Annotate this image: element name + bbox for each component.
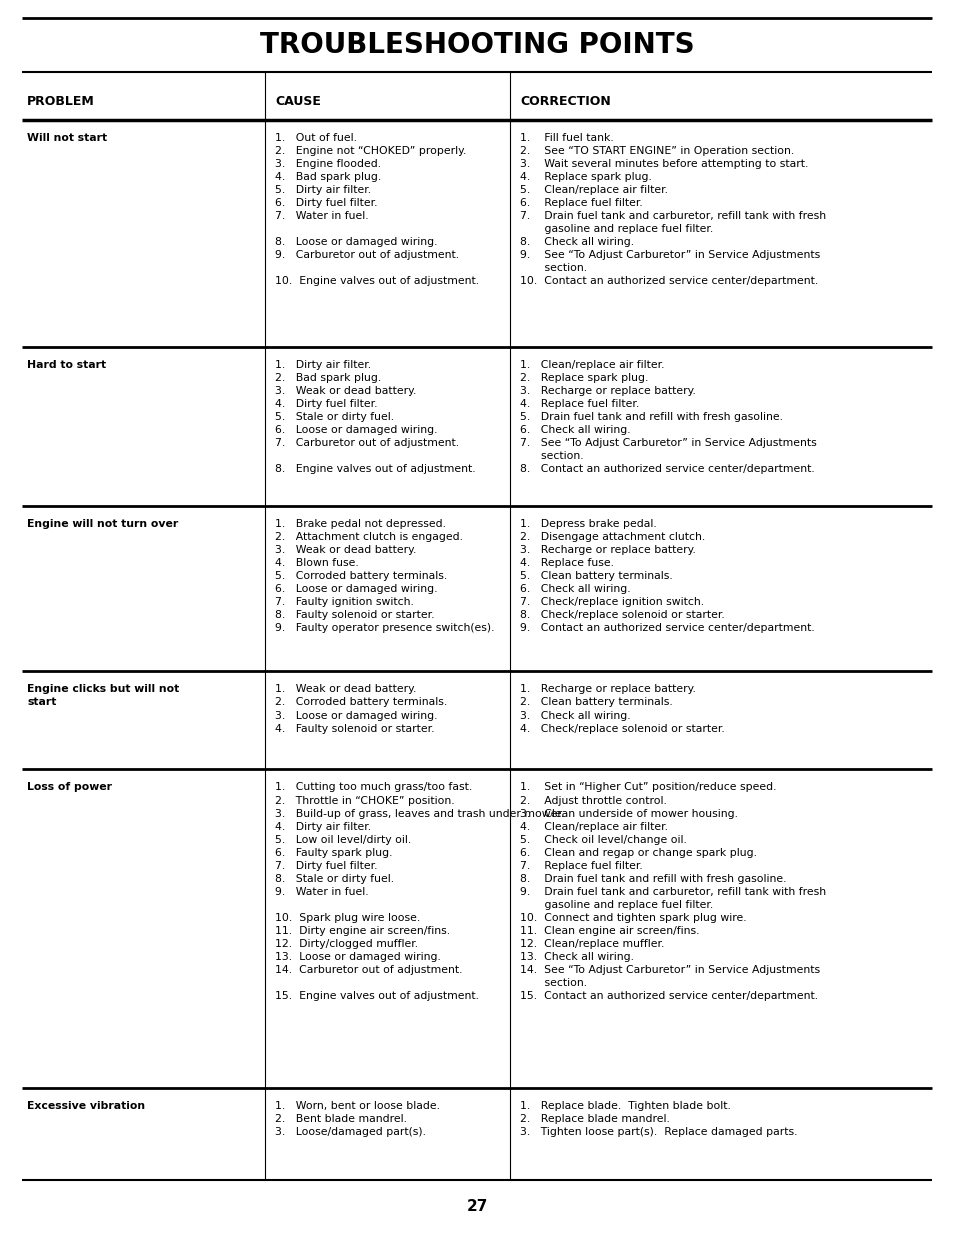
Text: Loss of power: Loss of power [27,783,112,793]
Text: Engine clicks but will not
start: Engine clicks but will not start [27,684,179,708]
Text: 1.   Depress brake pedal.
2.   Disengage attachment clutch.
3.   Recharge or rep: 1. Depress brake pedal. 2. Disengage att… [519,519,814,634]
Text: TROUBLESHOOTING POINTS: TROUBLESHOOTING POINTS [259,31,694,59]
Text: Hard to start: Hard to start [27,359,106,369]
Text: CORRECTION: CORRECTION [519,95,610,107]
Text: 1.   Replace blade.  Tighten blade bolt.
2.   Replace blade mandrel.
3.   Tighte: 1. Replace blade. Tighten blade bolt. 2.… [519,1102,797,1137]
Text: 1.   Worn, bent or loose blade.
2.   Bent blade mandrel.
3.   Loose/damaged part: 1. Worn, bent or loose blade. 2. Bent bl… [274,1102,439,1137]
Text: PROBLEM: PROBLEM [27,95,94,107]
Text: 1.   Recharge or replace battery.
2.   Clean battery terminals.
3.   Check all w: 1. Recharge or replace battery. 2. Clean… [519,684,724,734]
Text: 1.   Cutting too much grass/too fast.
2.   Throttle in “CHOKE” position.
3.   Bu: 1. Cutting too much grass/too fast. 2. T… [274,783,563,1002]
Text: Excessive vibration: Excessive vibration [27,1102,145,1112]
Text: 1.   Brake pedal not depressed.
2.   Attachment clutch is engaged.
3.   Weak or : 1. Brake pedal not depressed. 2. Attachm… [274,519,494,634]
Text: 1.    Fill fuel tank.
2.    See “TO START ENGINE” in Operation section.
3.    Wa: 1. Fill fuel tank. 2. See “TO START ENGI… [519,133,825,287]
Text: 1.   Dirty air filter.
2.   Bad spark plug.
3.   Weak or dead battery.
4.   Dirt: 1. Dirty air filter. 2. Bad spark plug. … [274,359,476,474]
Text: Engine will not turn over: Engine will not turn over [27,519,178,529]
Text: CAUSE: CAUSE [274,95,320,107]
Text: 1.    Set in “Higher Cut” position/reduce speed.
2.    Adjust throttle control.
: 1. Set in “Higher Cut” position/reduce s… [519,783,825,1002]
Text: Will not start: Will not start [27,133,107,143]
Text: 1.   Out of fuel.
2.   Engine not “CHOKED” properly.
3.   Engine flooded.
4.   B: 1. Out of fuel. 2. Engine not “CHOKED” p… [274,133,478,287]
Text: 27: 27 [466,1199,487,1214]
Text: 1.   Clean/replace air filter.
2.   Replace spark plug.
3.   Recharge or replace: 1. Clean/replace air filter. 2. Replace … [519,359,816,474]
Text: 1.   Weak or dead battery.
2.   Corroded battery terminals.
3.   Loose or damage: 1. Weak or dead battery. 2. Corroded bat… [274,684,447,734]
